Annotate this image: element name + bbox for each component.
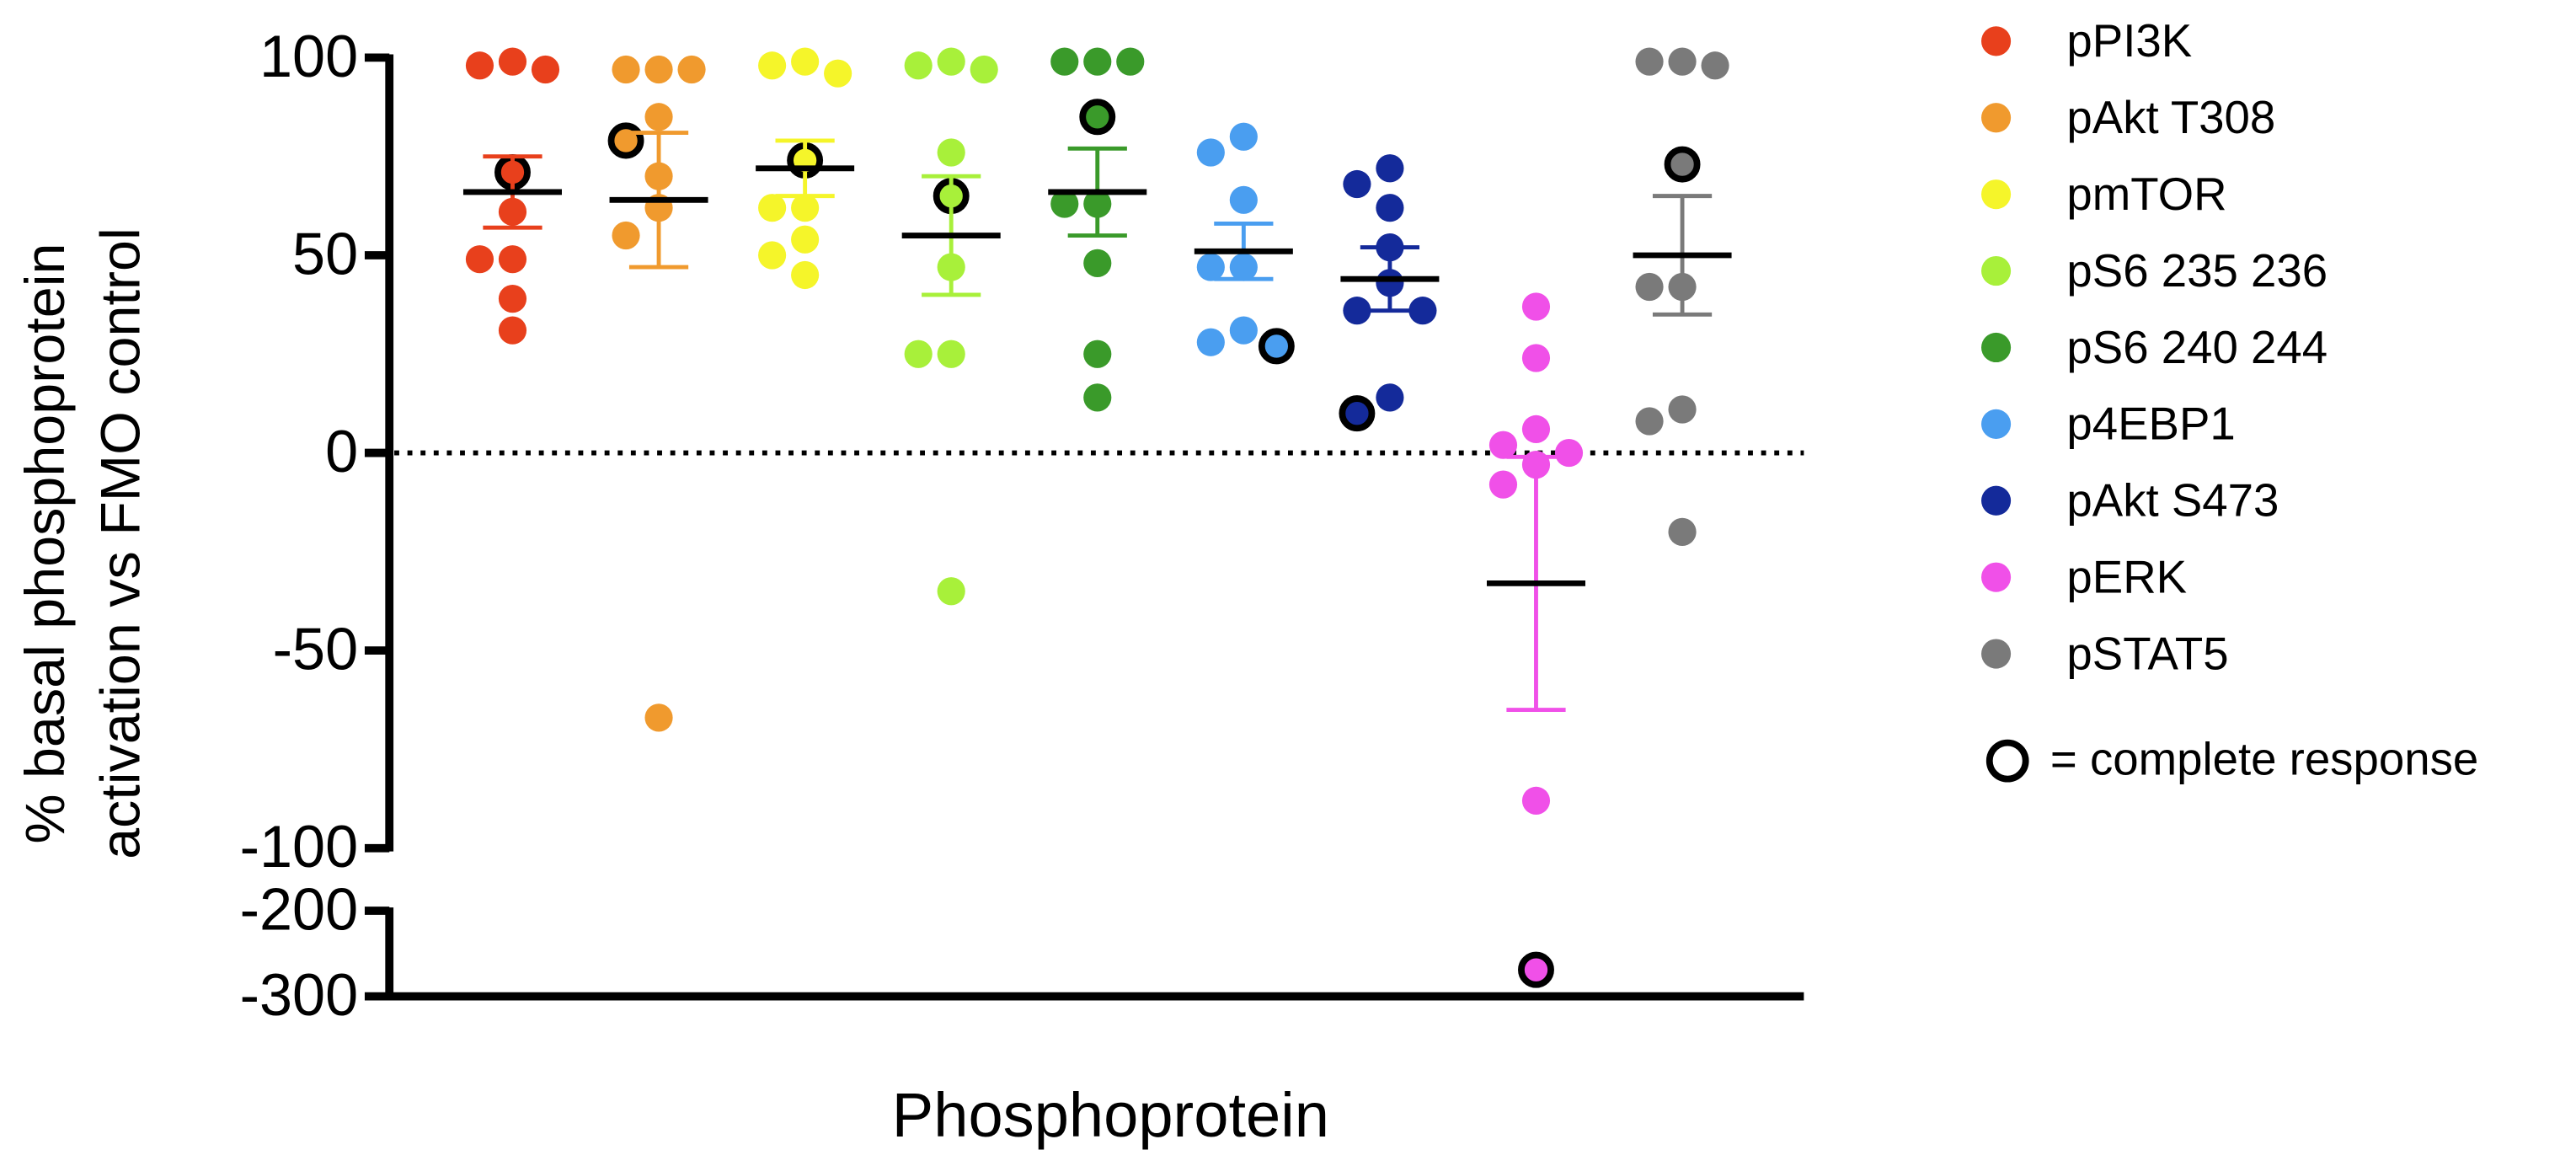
y-tick-label: 100 [259,23,358,89]
complete-response-point [607,122,644,159]
legend-note: = complete response [2050,733,2478,784]
point [1635,407,1664,436]
point [1083,249,1112,277]
point [465,51,494,80]
y-axis-title-line: % basal phosphoprotein [14,243,77,844]
complete-response-point [1664,146,1701,183]
legend-marker [1981,562,2012,592]
point [1083,383,1112,412]
point [791,194,820,222]
legend-marker [1981,179,2012,210]
point [1668,395,1697,424]
point [612,55,640,84]
point [758,241,787,270]
point [644,55,673,84]
y-tick-label: -300 [240,961,359,1028]
point [1701,51,1729,80]
point [498,47,527,76]
point [1668,517,1697,547]
point [1635,47,1664,76]
point [1196,138,1225,167]
x-axis-title: Phosphoprotein [892,1080,1329,1150]
point [1521,786,1551,816]
legend-marker [1981,255,2012,286]
point [758,194,787,222]
y-tick-label: -50 [273,616,358,682]
point [937,340,965,368]
complete-response-point [1339,395,1376,432]
legend-label: pAkt T308 [2066,92,2275,143]
point [1050,190,1079,218]
point [1229,316,1258,345]
legend-marker [1981,409,2012,439]
point [1376,194,1404,222]
point [1229,185,1258,214]
point [937,47,965,76]
point [1196,253,1225,281]
legend-label: p4EBP1 [2066,398,2235,450]
y-tick-label: 50 [292,220,358,286]
legend-marker [1981,103,2012,133]
legend-marker [1981,485,2012,516]
legend-marker [1981,26,2012,56]
point [1521,344,1551,372]
point [1229,122,1258,151]
point [1521,415,1551,444]
legend-label: pPI3K [2066,15,2192,67]
point [791,47,820,76]
point [758,51,787,80]
legend-ring [1985,739,2029,783]
legend-label: pmTOR [2066,168,2226,220]
point [904,340,933,368]
point [612,221,640,250]
legend-label: pS6 235 236 [2066,245,2327,297]
legend-marker [1981,639,2012,669]
point [498,284,527,313]
legend-label: pERK [2066,551,2187,602]
point [791,260,820,290]
y-axis-title: % basal phosphoprotein activation vs FMO… [14,227,152,859]
point [1050,47,1079,76]
point [1668,47,1697,76]
point [644,703,673,732]
point [498,316,527,345]
point [1554,438,1584,468]
point [498,245,527,274]
point [791,225,820,254]
point [824,59,852,88]
point [1408,297,1437,325]
point [677,55,706,84]
point [937,138,965,167]
point [644,103,673,131]
point [1488,431,1518,459]
point [1376,383,1404,412]
point [1196,328,1225,356]
point [1635,272,1664,302]
complete-response-point [1518,951,1554,988]
y-tick-label: -200 [240,875,359,942]
y-axis-title-line: activation vs FMO control [90,227,152,859]
complete-response-point [1079,99,1116,136]
point [937,577,965,606]
complete-response-point [1258,328,1295,365]
legend-label: pAkt S473 [2066,475,2279,527]
point [970,55,998,84]
point [1343,169,1371,199]
point [1343,297,1371,325]
point [1083,340,1112,368]
point [1116,47,1145,76]
legend-label: pSTAT5 [2066,628,2228,679]
y-tick-label: -100 [240,813,359,880]
point [465,245,494,274]
point [904,51,933,80]
y-tick-label: 0 [325,418,358,484]
point [1376,154,1404,183]
legend-marker [1981,332,2012,363]
point [1083,47,1112,76]
point [531,55,560,84]
point [1488,470,1518,499]
legend-label: pS6 240 244 [2066,322,2327,373]
point [1521,292,1551,321]
